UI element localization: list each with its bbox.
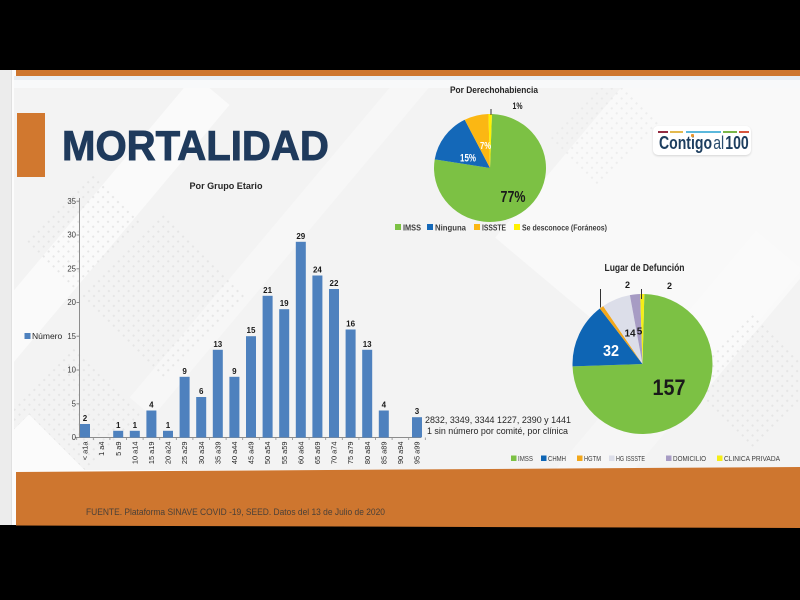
svg-text:20 a24: 20 a24: [164, 442, 173, 465]
svg-text:55 a59: 55 a59: [280, 442, 289, 465]
svg-text:21: 21: [263, 286, 272, 295]
svg-text:80 a84: 80 a84: [363, 442, 372, 465]
svg-text:35: 35: [67, 197, 76, 206]
svg-text:14: 14: [624, 329, 636, 340]
svg-text:1: 1: [166, 421, 171, 430]
svg-text:45 a49: 45 a49: [247, 442, 256, 465]
svg-text:25 a29: 25 a29: [180, 442, 189, 465]
svg-text:24: 24: [313, 266, 322, 275]
svg-text:40 a44: 40 a44: [230, 442, 239, 465]
svg-text:IMSS: IMSS: [518, 456, 533, 463]
svg-text:< a1a: < a1a: [81, 441, 90, 461]
svg-text:29: 29: [296, 232, 305, 241]
svg-text:0: 0: [72, 433, 77, 442]
svg-text:CLINICA PRIVADA: CLINICA PRIVADA: [724, 456, 780, 463]
svg-text:70 a74: 70 a74: [330, 442, 339, 465]
svg-text:1: 1: [133, 421, 138, 430]
svg-text:75 a79: 75 a79: [346, 442, 355, 465]
svg-text:19: 19: [280, 299, 289, 308]
svg-text:1 sin número por comité, por c: 1 sin número por comité, por clínica: [427, 426, 569, 437]
svg-text:Ninguna: Ninguna: [435, 224, 467, 233]
svg-text:1%: 1%: [513, 101, 523, 111]
svg-text:157: 157: [653, 375, 686, 400]
svg-text:30 a34: 30 a34: [197, 442, 206, 465]
svg-text:2: 2: [625, 280, 630, 290]
svg-text:5 a9: 5 a9: [114, 442, 123, 456]
svg-text:35 a39: 35 a39: [213, 442, 222, 465]
svg-text:9: 9: [182, 367, 187, 376]
svg-text:Se desconoce (Foráneos): Se desconoce (Foráneos): [522, 224, 607, 233]
svg-text:77%: 77%: [501, 189, 526, 206]
svg-text:Por Grupo Etario: Por Grupo Etario: [190, 181, 263, 192]
svg-text:32: 32: [603, 343, 619, 360]
svg-text:CHMH: CHMH: [548, 456, 566, 463]
svg-text:15 a19: 15 a19: [147, 442, 156, 465]
svg-text:5: 5: [637, 327, 643, 338]
svg-text:25: 25: [67, 264, 76, 273]
svg-text:15: 15: [247, 326, 256, 335]
svg-text:13: 13: [213, 340, 222, 349]
svg-text:6: 6: [199, 387, 204, 396]
svg-text:1: 1: [116, 421, 121, 430]
svg-text:3: 3: [415, 407, 420, 416]
svg-text:HG ISSSTE: HG ISSSTE: [616, 456, 645, 463]
svg-text:60 a64: 60 a64: [296, 442, 305, 465]
svg-text:IMSS: IMSS: [403, 224, 422, 233]
svg-text:4: 4: [149, 401, 154, 410]
svg-text:1 a4: 1 a4: [97, 442, 106, 456]
svg-text:22: 22: [330, 279, 339, 288]
svg-text:50 a54: 50 a54: [263, 442, 272, 465]
svg-text:HGTM: HGTM: [584, 456, 601, 463]
svg-text:2832, 3349, 3344 1227, 2390 y: 2832, 3349, 3344 1227, 2390 y 1441: [425, 415, 571, 426]
svg-text:9: 9: [232, 367, 237, 376]
svg-text:85 a89: 85 a89: [379, 442, 388, 465]
svg-text:4: 4: [382, 401, 387, 410]
svg-text:15%: 15%: [460, 153, 476, 165]
svg-text:10 a14: 10 a14: [130, 442, 139, 465]
svg-text:15: 15: [67, 332, 76, 341]
svg-text:ISSSTE: ISSSTE: [482, 224, 507, 233]
svg-text:16: 16: [346, 320, 355, 329]
svg-text:90 a94: 90 a94: [396, 442, 405, 465]
svg-text:Lugar de Defunción: Lugar de Defunción: [605, 263, 685, 274]
svg-text:2: 2: [667, 281, 672, 291]
svg-text:65 a69: 65 a69: [313, 442, 322, 465]
svg-text:10: 10: [67, 366, 76, 375]
svg-text:DOMICILIO: DOMICILIO: [673, 456, 706, 463]
svg-text:Número: Número: [32, 331, 63, 341]
svg-text:95 a99: 95 a99: [413, 442, 422, 465]
svg-text:Por Derechohabiencia: Por Derechohabiencia: [450, 85, 539, 95]
svg-text:5: 5: [72, 399, 77, 408]
svg-text:2: 2: [83, 414, 88, 423]
svg-text:7%: 7%: [480, 141, 491, 152]
svg-text:20: 20: [67, 298, 76, 307]
svg-text:13: 13: [363, 340, 372, 349]
svg-text:30: 30: [67, 231, 76, 240]
svg-text:FUENTE. Plataforma SINAVE COVI: FUENTE. Plataforma SINAVE COVID -19, SEE…: [86, 507, 385, 518]
